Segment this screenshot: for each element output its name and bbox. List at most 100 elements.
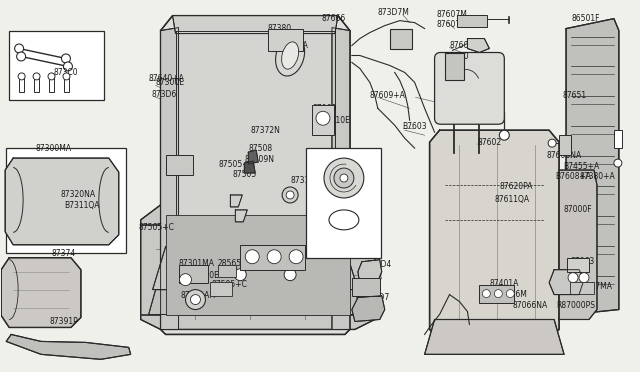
Polygon shape [559,170,597,320]
Bar [567,258,589,272]
Circle shape [15,44,24,53]
Polygon shape [248,150,258,164]
Text: 87640+A: 87640+A [148,74,184,83]
Bar [559,135,571,155]
Text: 87334M: 87334M [310,151,341,160]
Circle shape [499,130,509,140]
Text: 87383R: 87383R [344,190,373,199]
Circle shape [548,139,556,147]
Bar [6,148,125,253]
Text: 87063: 87063 [570,257,595,266]
Circle shape [191,295,200,305]
Ellipse shape [276,35,305,76]
Polygon shape [5,158,119,245]
Circle shape [579,273,589,283]
Text: 87666: 87666 [322,14,346,23]
Circle shape [33,73,40,80]
Circle shape [184,269,196,280]
Bar [312,105,334,135]
Bar [9,31,104,100]
Ellipse shape [282,42,299,69]
Text: 87069: 87069 [312,104,336,113]
Polygon shape [230,195,243,207]
Polygon shape [549,270,584,295]
Text: 87607M: 87607M [436,10,467,19]
Text: 87600NA: 87600NA [546,151,581,160]
Bar [166,215,350,314]
Text: 87508: 87508 [248,144,273,153]
Text: 87301MA: 87301MA [179,259,214,268]
Bar [19,76,24,92]
Bar [34,76,39,92]
Polygon shape [244,161,255,173]
Bar [570,282,594,294]
Polygon shape [566,19,619,314]
Polygon shape [161,16,350,334]
Circle shape [334,168,354,188]
Circle shape [234,269,246,280]
Text: 87505+B: 87505+B [218,160,254,169]
Polygon shape [173,16,338,33]
Text: 86501F: 86501F [571,14,600,23]
Text: 87501A: 87501A [346,160,375,169]
Text: 87066NA: 87066NA [512,301,548,310]
Text: 873D3: 873D3 [358,273,383,282]
Text: 87391P: 87391P [49,317,78,326]
Text: 87320NA: 87320NA [61,190,96,199]
Circle shape [324,158,364,198]
Bar [479,285,515,302]
Circle shape [286,191,294,199]
Bar [240,245,305,270]
Polygon shape [152,247,358,290]
Text: 87501AA: 87501AA [180,291,216,300]
Polygon shape [175,31,335,245]
Text: 87609: 87609 [449,41,474,50]
Circle shape [494,290,502,298]
Bar [166,155,193,175]
Text: 28565M: 28565M [218,259,248,268]
Circle shape [614,159,622,167]
Circle shape [18,73,25,80]
Text: 87380+A: 87380+A [579,171,615,180]
Text: 87310: 87310 [290,176,314,185]
Bar [211,282,232,296]
Circle shape [316,111,330,125]
Text: 87300MA: 87300MA [35,144,71,153]
Circle shape [483,290,490,298]
Text: 87651: 87651 [562,91,586,100]
Text: 87505+C: 87505+C [211,280,247,289]
Text: 87505: 87505 [232,170,257,179]
Text: 873D4: 873D4 [367,260,392,269]
Bar [390,29,412,48]
Bar [64,76,69,92]
Polygon shape [358,260,382,283]
Polygon shape [148,290,362,314]
Bar [218,265,236,277]
Text: R87000PS: R87000PS [556,301,595,310]
Text: 87380: 87380 [267,24,291,33]
Ellipse shape [329,210,359,230]
Text: B7608+A: B7608+A [555,171,591,180]
Text: 87607MA: 87607MA [436,20,473,29]
Circle shape [63,62,72,71]
Circle shape [289,250,303,264]
Text: 87602: 87602 [477,138,502,147]
Text: 87317MA: 87317MA [576,282,612,291]
Text: 87611QA: 87611QA [494,195,529,205]
Bar [614,130,622,148]
Text: 87401A: 87401A [490,279,519,288]
Text: 87405+A: 87405+A [272,41,308,50]
Circle shape [180,274,191,286]
Bar [268,29,303,51]
Text: 87509N: 87509N [244,155,275,164]
Text: 87372N: 87372N [250,126,280,135]
Bar [306,148,381,258]
Text: 87374: 87374 [51,249,76,258]
Polygon shape [467,39,490,52]
Text: B7455+A: B7455+A [563,161,599,171]
Text: 873D7M: 873D7M [378,8,410,17]
Text: 87620PA: 87620PA [499,182,533,190]
Text: 873C0: 873C0 [53,68,77,77]
Polygon shape [161,28,179,330]
FancyBboxPatch shape [435,52,504,124]
